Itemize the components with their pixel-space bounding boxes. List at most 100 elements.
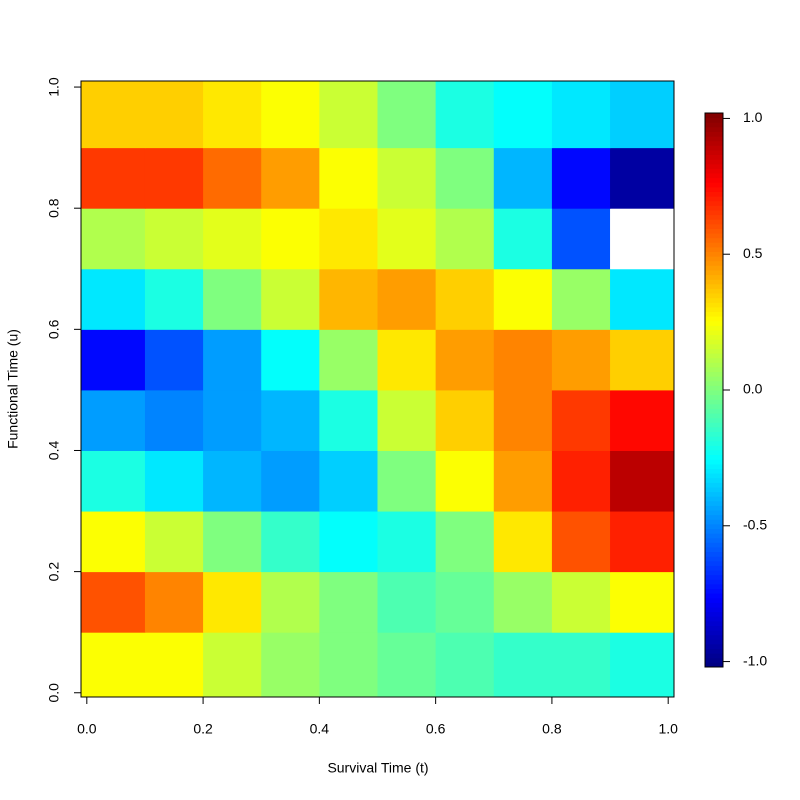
- colorbar-segment: [705, 362, 723, 368]
- heat-cell: [319, 147, 378, 209]
- heat-cell: [377, 147, 437, 209]
- colorbar-segment: [705, 528, 723, 534]
- colorbar-segment: [705, 269, 723, 276]
- heat-cell: [319, 632, 378, 698]
- heat-cell: [610, 329, 675, 391]
- heat-cell: [610, 511, 675, 573]
- colorbar-segment: [705, 297, 723, 303]
- colorbar-segment: [705, 376, 723, 382]
- heat-cell: [203, 632, 262, 698]
- heat-cell: [81, 450, 146, 512]
- colorbar-segment: [705, 491, 723, 497]
- colorbar-segment: [705, 459, 723, 465]
- colorbar-segment: [705, 634, 723, 640]
- heat-cell: [144, 147, 204, 209]
- colorbar-segment: [705, 316, 723, 322]
- y-tick-label: 0.4: [46, 441, 62, 461]
- colorbar-segment: [705, 293, 723, 299]
- heat-cell: [81, 81, 146, 149]
- heat-cell: [81, 208, 146, 270]
- colorbar-segment: [705, 246, 723, 252]
- colorbar-segment: [705, 486, 723, 493]
- colorbar-segment: [705, 468, 723, 474]
- colorbar-segment: [705, 390, 723, 396]
- colorbar-segment: [705, 593, 723, 599]
- heat-cell: [377, 389, 437, 451]
- heat-cell: [261, 511, 320, 573]
- colorbar-segment: [705, 440, 723, 446]
- colorbar-segment: [705, 380, 723, 386]
- colorbar-segment: [705, 223, 723, 229]
- heat-cell: [144, 329, 204, 391]
- heat-cell: [610, 632, 675, 698]
- colorbar-segment: [705, 657, 723, 663]
- heat-cell: [144, 632, 204, 698]
- x-tick-label: 0.4: [310, 721, 330, 737]
- heat-cell: [551, 147, 611, 209]
- colorbar-segment: [705, 320, 723, 326]
- colorbar-segment: [705, 510, 723, 516]
- colorbar-tick-label: 1.0: [743, 109, 763, 125]
- colorbar-segment: [705, 357, 723, 363]
- heat-cell: [435, 268, 495, 330]
- colorbar-segment: [705, 602, 723, 608]
- heat-cell: [493, 147, 553, 209]
- heat-cell: [261, 571, 320, 633]
- colorbar-segment: [705, 542, 723, 548]
- heat-cell: [435, 208, 495, 270]
- heat-cell: [551, 511, 611, 573]
- colorbar-segment: [705, 514, 723, 520]
- colorbar-segment: [705, 191, 723, 197]
- heat-cell: [435, 389, 495, 451]
- colorbar-segment: [705, 611, 723, 617]
- heat-cell: [81, 329, 146, 391]
- colorbar-segment: [705, 653, 723, 659]
- colorbar-segment: [705, 205, 723, 211]
- heat-cell: [551, 268, 611, 330]
- colorbar-segment: [705, 399, 723, 405]
- heat-cell: [203, 571, 262, 633]
- colorbar-segment: [705, 279, 723, 285]
- colorbar-segment: [705, 500, 723, 506]
- colorbar-segment: [705, 648, 723, 654]
- heat-cell: [319, 208, 378, 270]
- colorbar-segment: [705, 177, 723, 183]
- colorbar-tick-label: -0.5: [743, 516, 767, 532]
- heat-cell: [377, 81, 437, 149]
- colorbar-segment: [705, 556, 723, 562]
- colorbar-segment: [705, 117, 723, 123]
- heat-cell: [435, 632, 495, 698]
- heat-cell: [377, 632, 437, 698]
- x-axis-label: Survival Time (t): [327, 760, 428, 776]
- heat-cell: [610, 450, 675, 512]
- heat-cell: [261, 450, 320, 512]
- heat-cell: [551, 389, 611, 451]
- heat-cell: [144, 389, 204, 451]
- heat-cell: [203, 329, 262, 391]
- x-tick-label: 0.2: [193, 721, 213, 737]
- heat-cell: [610, 389, 675, 451]
- colorbar-segment: [705, 274, 723, 280]
- colorbar-segment: [705, 523, 723, 529]
- heat-cell: [319, 571, 378, 633]
- heat-cell: [493, 81, 553, 149]
- heat-cell: [493, 389, 553, 451]
- colorbar-segment: [705, 196, 723, 202]
- colorbar-segment: [705, 565, 723, 571]
- heat-cell: [203, 147, 262, 209]
- heat-cell: [203, 208, 262, 270]
- colorbar-segment: [705, 311, 723, 317]
- heat-cell: [144, 571, 204, 633]
- heat-cell: [493, 632, 553, 698]
- colorbar-segment: [705, 122, 723, 128]
- colorbar-segment: [705, 145, 723, 151]
- heat-cell: [203, 511, 262, 573]
- heat-cell: [493, 208, 553, 270]
- heat-cell: [551, 632, 611, 698]
- heat-cell: [493, 511, 553, 573]
- colorbar-segment: [705, 228, 723, 234]
- colorbar-segment: [705, 237, 723, 243]
- colorbar-segment: [705, 630, 723, 636]
- colorbar-segment: [705, 214, 723, 220]
- colorbar-segment: [705, 288, 723, 294]
